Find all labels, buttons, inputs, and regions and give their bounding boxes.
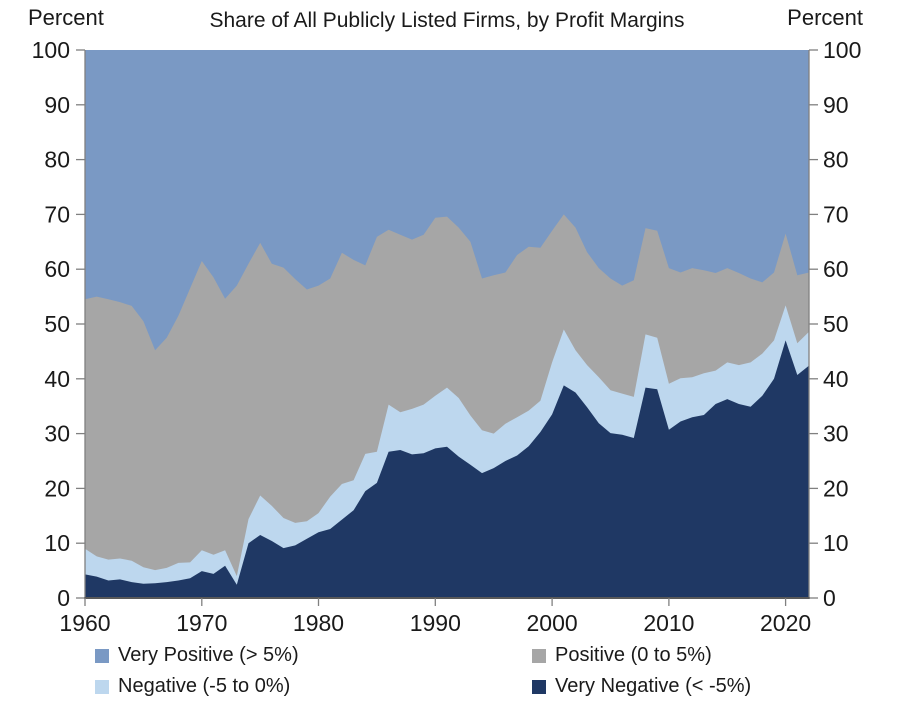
y-tick-label-right: 80 [823, 147, 849, 173]
y-tick-label-left: 10 [44, 530, 70, 556]
area-very-negative [85, 340, 809, 598]
y-tick-label-right: 90 [823, 92, 849, 118]
x-tick-label: 2000 [527, 610, 578, 636]
right-axis-title: Percent [787, 5, 863, 30]
y-tick-label-right: 50 [823, 311, 849, 337]
y-tick-label-left: 40 [44, 366, 70, 392]
x-tick-label: 1960 [59, 610, 110, 636]
legend-column-1: Very Positive (> 5%) Negative (-5 to 0%) [95, 643, 299, 705]
legend-item-negative: Negative (-5 to 0%) [95, 674, 299, 699]
x-tick-label: 1980 [293, 610, 344, 636]
legend-swatch-positive [532, 648, 546, 663]
chart-title: Share of All Publicly Listed Firms, by P… [209, 9, 685, 32]
y-tick-label-left: 100 [32, 37, 70, 63]
x-tick-label: 2020 [760, 610, 811, 636]
legend-column-2: Positive (0 to 5%) Very Negative (< -5%) [532, 643, 751, 705]
y-tick-label-right: 0 [823, 585, 836, 611]
legend-label: Negative (-5 to 0%) [118, 675, 291, 697]
legend-label: Positive (0 to 5%) [555, 644, 712, 666]
y-tick-label-left: 60 [44, 256, 70, 282]
legend-label: Very Negative (< -5%) [555, 675, 752, 697]
legend: Very Positive (> 5%) Negative (-5 to 0%) P… [0, 643, 900, 703]
left-axis-title: Percent [28, 5, 104, 30]
legend-item-very-positive: Very Positive (> 5%) [95, 643, 299, 668]
y-tick-label-left: 30 [44, 421, 70, 447]
legend-item-positive: Positive (0 to 5%) [532, 643, 751, 668]
y-tick-label-left: 50 [44, 311, 70, 337]
y-tick-label-right: 60 [823, 256, 849, 282]
y-tick-label-left: 20 [44, 475, 70, 501]
x-tick-label: 1990 [410, 610, 461, 636]
y-tick-label-right: 100 [823, 37, 861, 63]
y-tick-label-right: 40 [823, 366, 849, 392]
y-tick-label-right: 70 [823, 201, 849, 227]
y-tick-label-right: 20 [823, 475, 849, 501]
legend-swatch-negative [95, 679, 109, 694]
legend-label: Very Positive (> 5%) [118, 644, 299, 666]
x-tick-label: 1970 [176, 610, 227, 636]
y-tick-label-right: 30 [823, 421, 849, 447]
y-tick-label-left: 90 [44, 92, 70, 118]
legend-swatch-very-positive [95, 648, 109, 663]
x-tick-label: 2010 [643, 610, 694, 636]
legend-swatch-very-negative [532, 679, 546, 694]
y-tick-label-left: 70 [44, 201, 70, 227]
legend-item-very-negative: Very Negative (< -5%) [532, 674, 751, 699]
y-tick-label-left: 80 [44, 147, 70, 173]
y-tick-label-left: 0 [57, 585, 70, 611]
y-tick-label-right: 10 [823, 530, 849, 556]
